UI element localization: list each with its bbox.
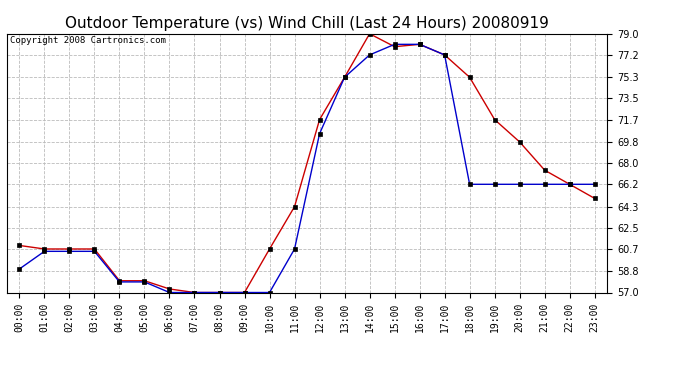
Title: Outdoor Temperature (vs) Wind Chill (Last 24 Hours) 20080919: Outdoor Temperature (vs) Wind Chill (Las… bbox=[65, 16, 549, 31]
Text: Copyright 2008 Cartronics.com: Copyright 2008 Cartronics.com bbox=[10, 36, 166, 45]
